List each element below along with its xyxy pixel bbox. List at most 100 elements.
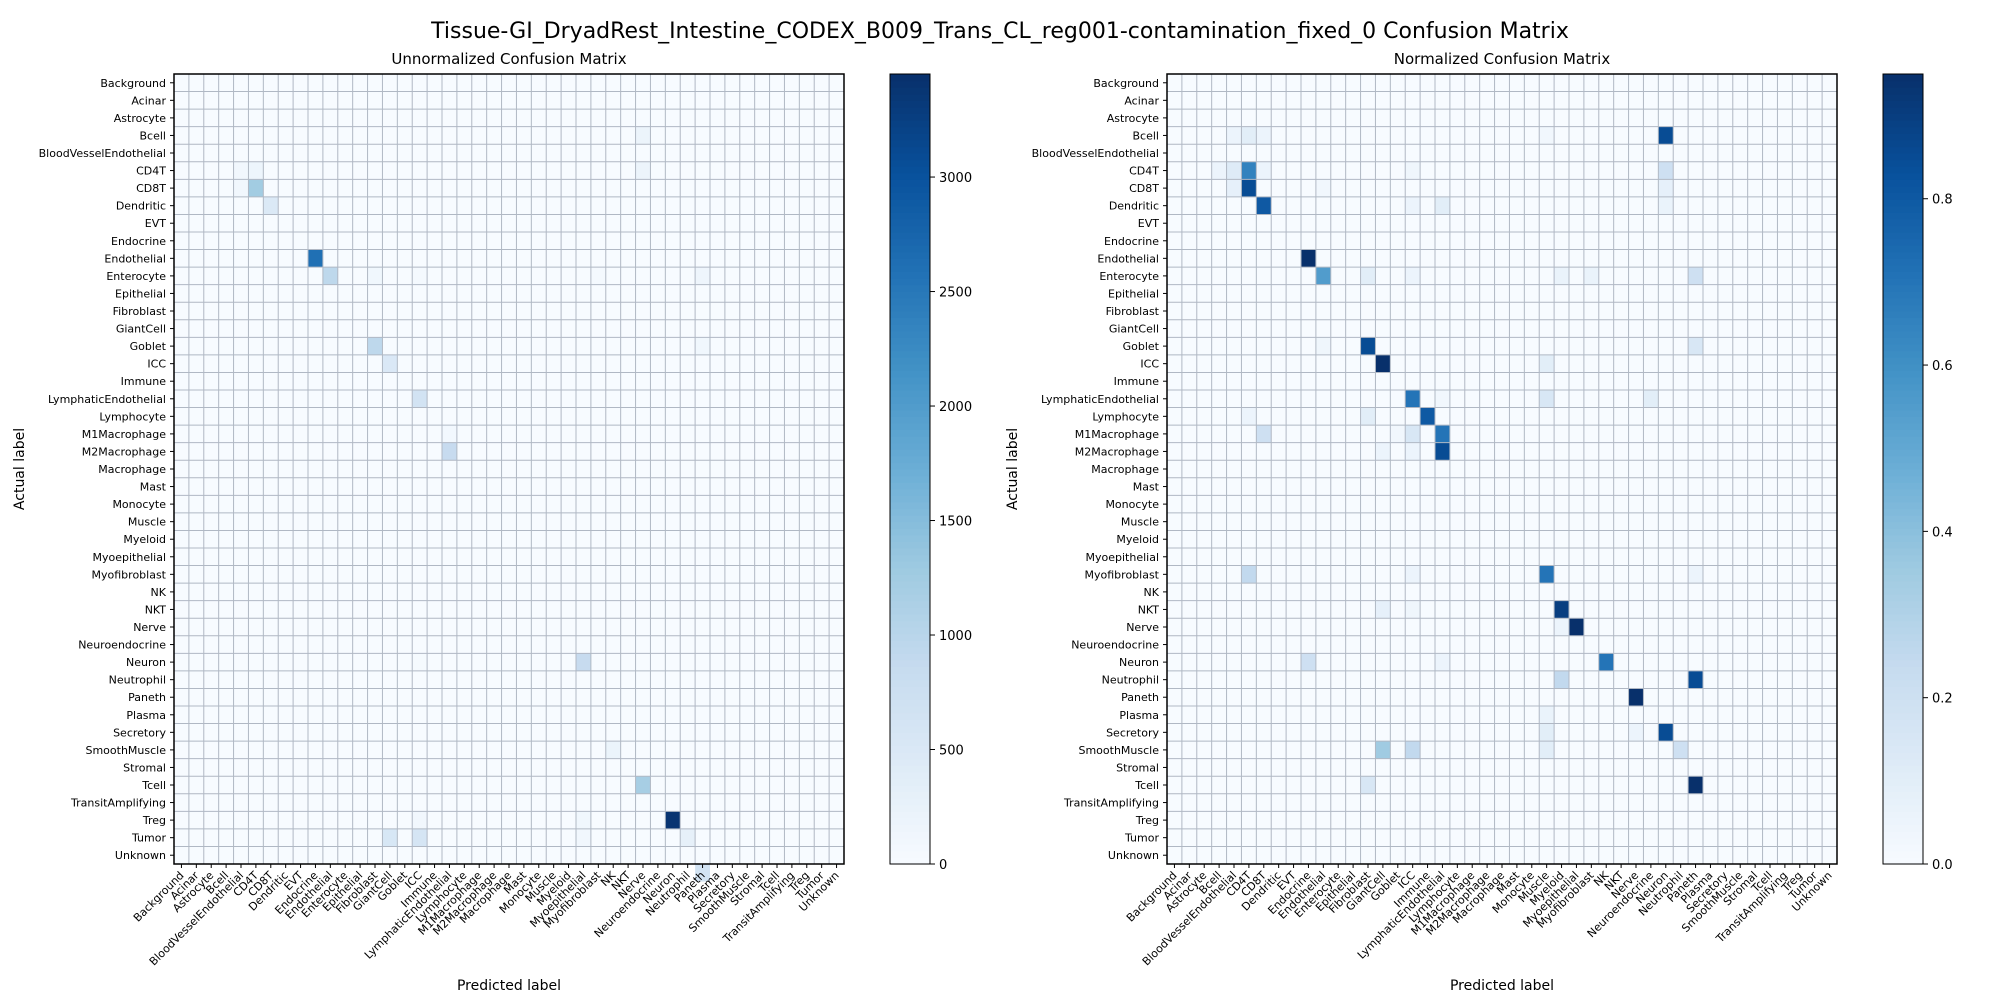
colorbar-segment [890, 462, 930, 470]
y-tick-label: Nerve [133, 621, 166, 634]
matrix-cell [1688, 565, 1703, 584]
colorbar-segment [890, 580, 930, 589]
colorbar-segment [890, 804, 930, 812]
colorbar-segment [890, 541, 930, 549]
y-tick-label: TransitAmplifying [1063, 797, 1159, 810]
y-tick-label: Mast [1133, 481, 1160, 494]
y-tick-label: Endocrine [111, 235, 166, 248]
colorbar-segment [890, 811, 930, 819]
panel-title: Normalized Confusion Matrix [1394, 50, 1611, 68]
matrix-cell [1375, 442, 1391, 461]
matrix-cell [1435, 196, 1450, 215]
colorbar-segment [1883, 185, 1923, 194]
colorbar-segment [1883, 554, 1923, 562]
y-tick-label: Bcell [140, 129, 166, 142]
y-tick-label: Acinar [131, 94, 166, 107]
matrix-cell [1405, 196, 1421, 215]
matrix-cell [1539, 565, 1555, 584]
colorbar-segment [1883, 706, 1923, 714]
colorbar-segment [1883, 337, 1923, 345]
matrix-panel-2: Normalized Confusion MatrixBackgroundBac… [1005, 50, 1953, 994]
colorbar-segment [890, 153, 930, 161]
colorbar-segment [890, 778, 930, 786]
y-tick-label: Monocyte [1105, 498, 1159, 511]
y-tick-label: ICC [1140, 358, 1159, 371]
matrix-cell [1539, 741, 1555, 759]
colorbar-segment [1883, 653, 1923, 661]
colorbar-segment [1883, 824, 1923, 832]
colorbar-segment [1883, 311, 1923, 319]
y-tick-label: SmoothMuscle [1078, 744, 1159, 757]
y-axis-label: Actual label [1005, 428, 1021, 510]
colorbar-segment [890, 837, 930, 845]
matrix-cell [1688, 670, 1703, 689]
colorbar-tick-label: 2000 [939, 400, 972, 415]
matrix-cell [1539, 723, 1555, 742]
panel-title: Unnormalized Confusion Matrix [391, 50, 626, 68]
y-tick-label: Plasma [126, 709, 166, 722]
colorbar-segment [890, 146, 930, 154]
y-tick-label: Dendritic [116, 200, 166, 213]
colorbar-segment [1883, 436, 1923, 444]
colorbar-segment [1883, 153, 1923, 161]
colorbar-segment [1883, 232, 1923, 240]
matrix-cell [1539, 354, 1555, 373]
colorbar-segment [890, 738, 930, 747]
colorbar-segment [1883, 541, 1923, 549]
y-tick-label: Background [100, 77, 166, 90]
matrix-cell [412, 267, 428, 285]
y-tick-label: Muscle [1121, 516, 1159, 529]
y-tick-label: Background [1093, 77, 1159, 90]
y-tick-label: Bcell [1133, 129, 1159, 142]
matrix-cell [442, 442, 457, 461]
colorbar-segment [890, 218, 930, 227]
colorbar-segment [1883, 844, 1923, 852]
colorbar-segment [1883, 462, 1923, 470]
colorbar-segment [1883, 501, 1923, 510]
y-tick-label: Endothelial [104, 252, 166, 265]
colorbar-segment [1883, 205, 1923, 213]
colorbar-segment [1883, 791, 1923, 799]
y-tick-label: BloodVesselEndothelial [1032, 147, 1159, 160]
y-tick-label: ICC [147, 358, 166, 371]
colorbar-frame [889, 73, 931, 865]
colorbar-segment [890, 488, 930, 496]
colorbar-segment [890, 666, 930, 674]
matrix-cell [1315, 179, 1331, 197]
colorbar-segment [1883, 778, 1923, 786]
y-tick-label: Enterocyte [106, 270, 166, 283]
matrix-cell [412, 390, 428, 408]
y-tick-label: Treg [1135, 814, 1159, 827]
colorbar-segment [1883, 811, 1923, 819]
colorbar-segment [890, 376, 930, 385]
colorbar-segment [890, 422, 930, 431]
matrix-cell [1673, 741, 1689, 759]
y-tick-label: Tumor [1124, 832, 1159, 845]
matrix-cell [412, 811, 428, 829]
y-tick-label: Lymphocyte [99, 410, 166, 423]
colorbar-segment [890, 396, 930, 404]
colorbar-segment [890, 798, 930, 806]
matrix-cell [1315, 267, 1331, 285]
colorbar-tick-label: 0.0 [1932, 858, 1953, 873]
colorbar-segment [890, 587, 930, 595]
colorbar-segment [1883, 613, 1923, 622]
y-axis-label: Actual label [12, 428, 28, 510]
y-tick-label: Myoepithelial [93, 551, 167, 564]
y-tick-label: GiantCell [116, 323, 166, 336]
colorbar-segment [1883, 732, 1923, 740]
colorbar-segment [890, 620, 930, 628]
colorbar-segment [1883, 659, 1923, 668]
matrix-cell [1539, 126, 1555, 145]
colorbar-tick-label: 0.4 [1932, 525, 1953, 540]
colorbar-segment [890, 409, 930, 417]
colorbar-segment [1883, 343, 1923, 352]
colorbar-segment [890, 600, 930, 608]
colorbar-segment [890, 291, 930, 299]
colorbar-segment [890, 271, 930, 279]
colorbar-segment [1883, 192, 1923, 200]
colorbar-segment [1883, 738, 1923, 747]
y-tick-label: Endothelial [1097, 252, 1159, 265]
matrix-cell [576, 653, 591, 671]
matrix-cell [1658, 196, 1674, 215]
